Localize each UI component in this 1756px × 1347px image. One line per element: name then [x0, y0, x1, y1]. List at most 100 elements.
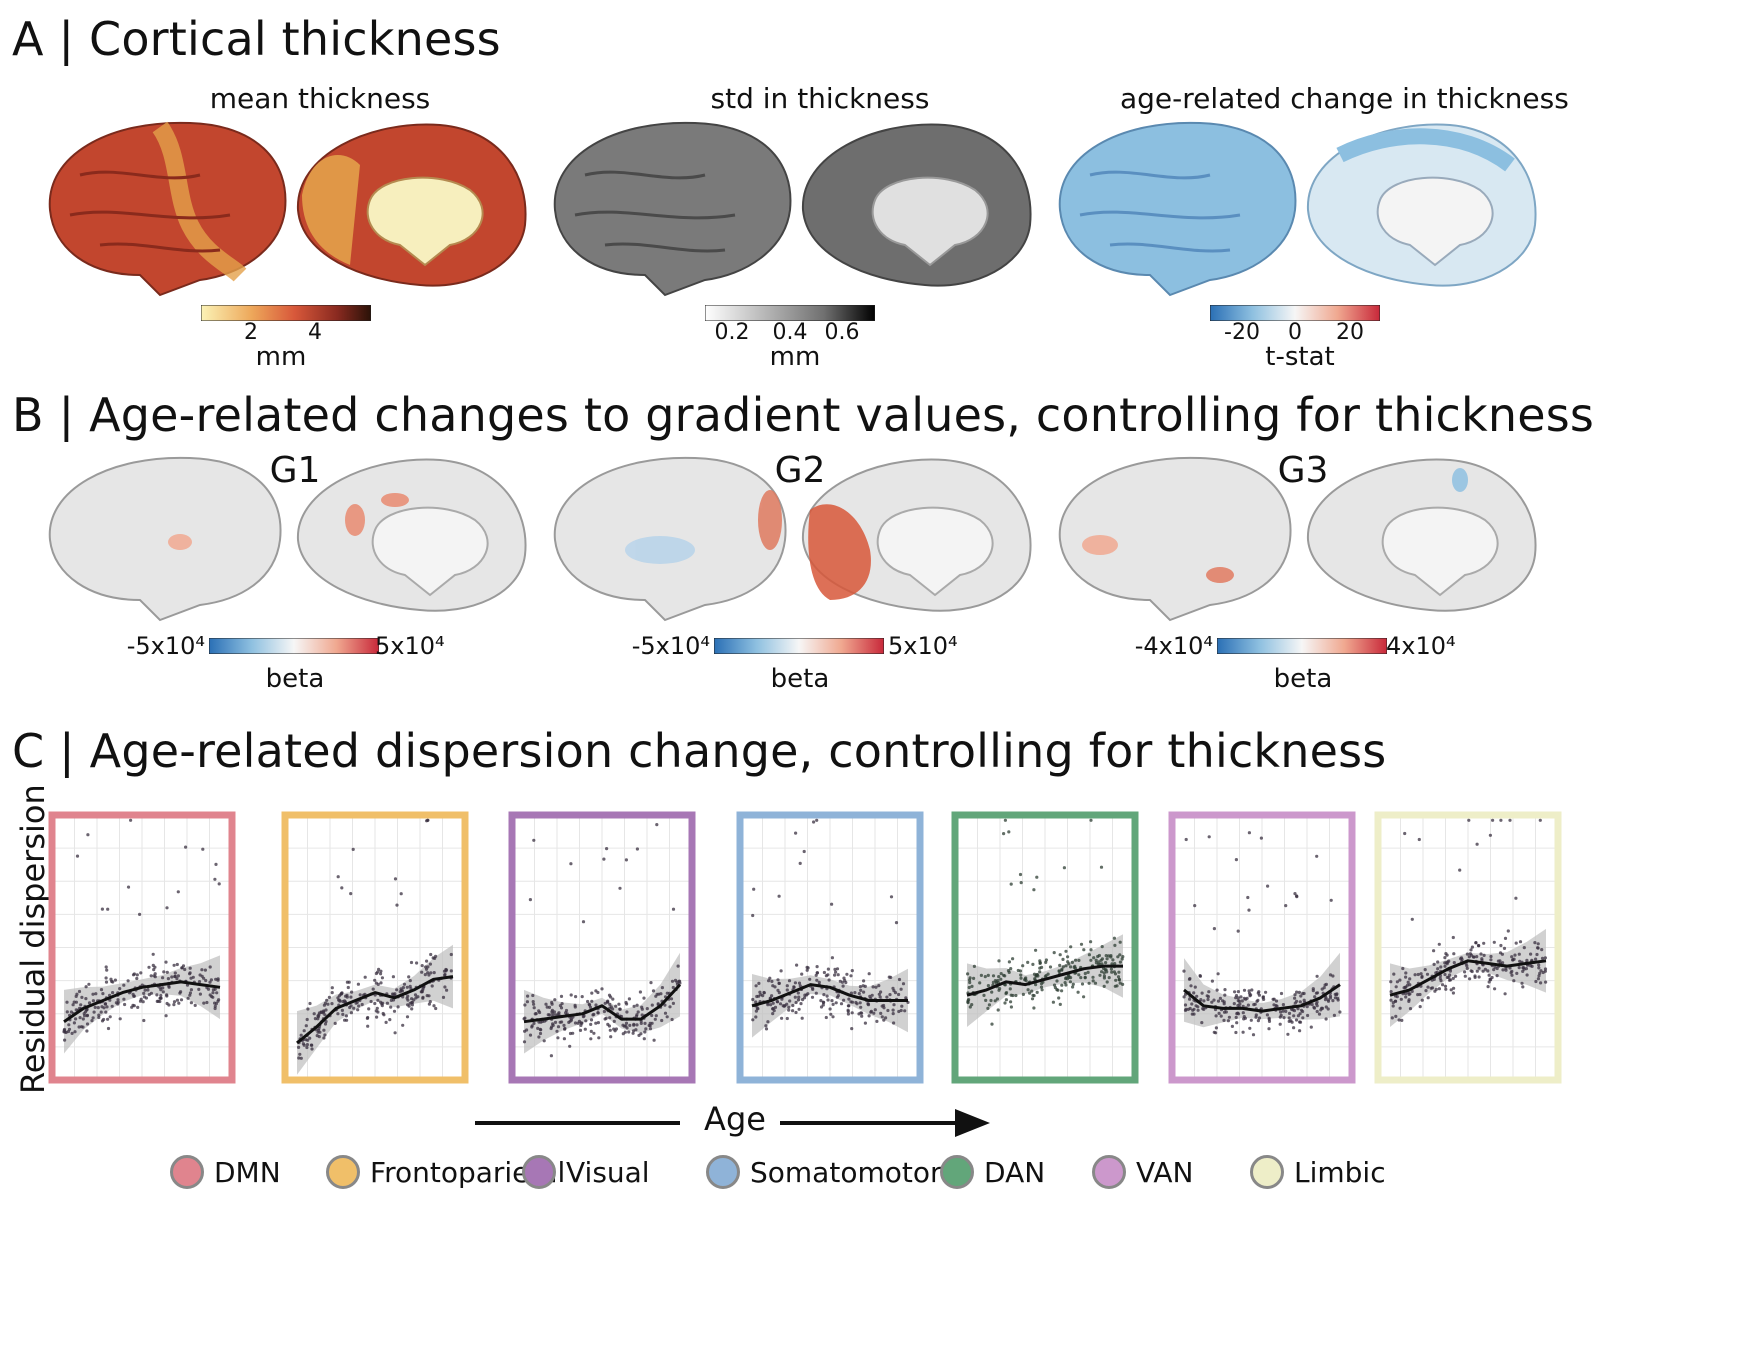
scatter-point [1214, 1014, 1218, 1018]
scatter-point [419, 990, 423, 994]
scatter-point [580, 995, 584, 999]
scatter-point [85, 1029, 89, 1033]
scatter-point [1083, 971, 1087, 976]
scatter-point [1517, 952, 1521, 956]
scatter-point [1096, 954, 1100, 959]
scatter-point [1451, 976, 1455, 980]
scatter-point [348, 1005, 352, 1010]
scatter-point [198, 992, 202, 996]
scatter-panel-dmn [48, 811, 236, 1084]
scatter-point [835, 995, 840, 999]
scatter-point [62, 1028, 66, 1032]
scatter-point [1245, 996, 1249, 1000]
scatter-point [336, 1012, 340, 1016]
scatter-point [802, 849, 806, 854]
colorbar-g1 [209, 638, 379, 654]
scatter-point [215, 991, 219, 995]
scatter-point [1499, 943, 1503, 948]
scatter-point [869, 1009, 874, 1013]
scatter-point [1498, 951, 1503, 955]
scatter-point [653, 1017, 657, 1021]
scatter-point [1272, 1003, 1276, 1007]
scatter-point [587, 1002, 591, 1006]
scatter-point [589, 1037, 593, 1041]
scatter-point [1021, 992, 1025, 996]
scatter-point [1227, 1015, 1231, 1019]
scatter-point [408, 979, 412, 983]
cb-unit: mm [769, 342, 821, 372]
scatter-point [1317, 1012, 1322, 1016]
scatter-point [1416, 993, 1420, 997]
scatter-point [597, 1036, 601, 1040]
scatter-point [395, 988, 399, 992]
scatter-point [624, 1021, 629, 1025]
scatter-point [1487, 973, 1491, 977]
legend-label: DAN [984, 1155, 1046, 1189]
brain-maps-row-a [48, 121, 1537, 297]
scatter-point [103, 1002, 108, 1006]
scatter-point [761, 994, 765, 998]
scatter-point [1315, 1004, 1319, 1008]
scatter-point [412, 998, 416, 1002]
scatter-point [308, 1036, 312, 1040]
scatter-point [1215, 988, 1219, 992]
scatter-point [564, 1008, 569, 1013]
scatter-point [1089, 958, 1093, 962]
scatter-point [72, 1000, 76, 1004]
scatter-point [1117, 977, 1121, 981]
scatter-point [420, 970, 424, 974]
scatter-point [175, 962, 179, 967]
scatter-point [1406, 980, 1410, 984]
scatter-point [1486, 969, 1490, 973]
scatter-point [1267, 1017, 1271, 1021]
scatter-point [1089, 818, 1093, 822]
scatter-point [805, 968, 809, 972]
scatter-point [1465, 952, 1469, 956]
scatter-point [401, 986, 405, 990]
scatter-point [129, 818, 133, 822]
scatter-point [984, 998, 988, 1002]
scatter-point [835, 967, 840, 971]
scatter-point [449, 969, 453, 973]
scatter-point [1113, 972, 1118, 976]
scatter-point [108, 1015, 112, 1019]
scatter-point [878, 995, 882, 999]
scatter-point [1182, 995, 1186, 999]
scatter-point [1223, 988, 1227, 992]
scatter-point [1070, 960, 1074, 964]
scatter-point [306, 1038, 310, 1042]
scatter-point [1066, 955, 1070, 959]
scatter-point [1536, 977, 1540, 981]
scatter-point [787, 1005, 791, 1009]
fit-line [1389, 959, 1547, 997]
scatter-point [805, 965, 809, 969]
scatter-point [1087, 953, 1091, 957]
scatter-point [1079, 942, 1084, 946]
scatter-point [147, 993, 151, 997]
scatter-point [67, 1023, 71, 1027]
scatter-point [116, 998, 120, 1002]
scatter-point [1541, 970, 1545, 975]
confidence-band [524, 952, 680, 1054]
scatter-point [441, 995, 446, 999]
scatter-point [968, 1005, 972, 1009]
fit-line [523, 983, 682, 1024]
scatter-point [1499, 818, 1503, 822]
scatter-point [532, 838, 536, 842]
scatter-point [1051, 1000, 1055, 1004]
scatter-point [425, 994, 429, 998]
scatter-point [1076, 990, 1080, 994]
scatter-point [202, 976, 206, 980]
scatter-point [634, 1028, 638, 1032]
scatter-point [1477, 975, 1481, 979]
scatter-point [91, 999, 95, 1003]
scatter-point [102, 1006, 106, 1010]
cb-unit: beta [265, 664, 325, 694]
scatter-point [109, 977, 113, 981]
scatter-point [1389, 998, 1393, 1002]
scatter-point [1100, 962, 1104, 966]
scatter-point [122, 983, 126, 987]
scatter-point [1039, 985, 1044, 989]
scatter-point [1082, 995, 1086, 999]
scatter-point [1039, 982, 1044, 986]
